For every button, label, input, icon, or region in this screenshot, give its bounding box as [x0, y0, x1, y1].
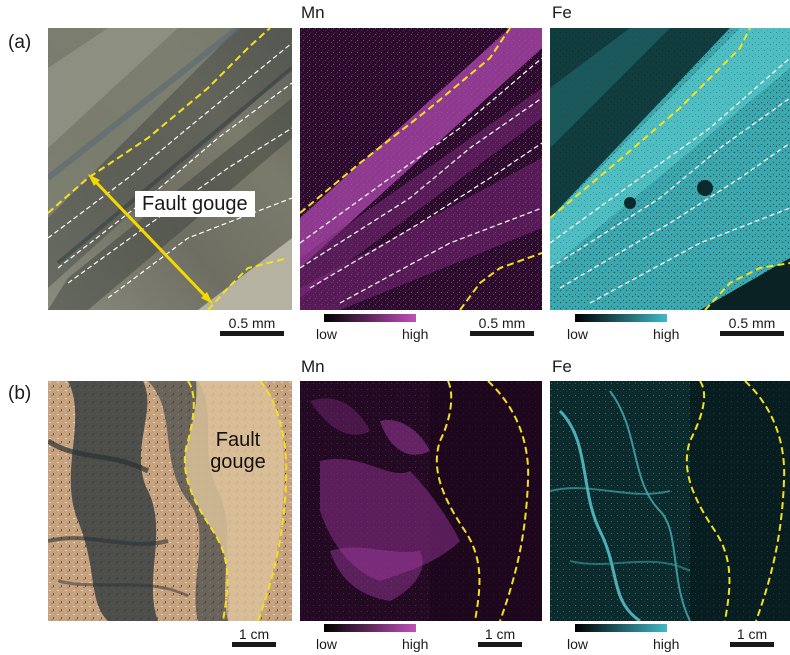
title-b-fe: Fe [552, 357, 572, 376]
scalebar-label: 1 cm [238, 626, 270, 642]
scalebar-a-fe: 0.5 mm [720, 315, 784, 336]
colorbar-b-mn: low high [302, 624, 442, 654]
fault-gouge-label-line2: gouge [210, 451, 266, 473]
colorbar-high-label: high [653, 636, 680, 652]
scalebar-line [220, 331, 284, 336]
scalebar-a-mn: 0.5 mm [470, 315, 534, 336]
colorbar-gradient [324, 314, 416, 322]
colorbar-low-label: low [316, 326, 338, 342]
scalebar-line [478, 642, 522, 647]
scalebar-line [730, 642, 774, 647]
colorbar-gradient [575, 624, 667, 632]
colorbar-high-label: high [402, 636, 429, 652]
row-label-a: (a) [8, 32, 32, 53]
fault-gouge-arrow [91, 177, 210, 301]
photo-a: Fault gouge [48, 28, 292, 310]
scalebar-b-mn: 1 cm [478, 626, 522, 647]
scalebar-line [232, 642, 276, 647]
colorbar-low-label: low [316, 636, 338, 652]
colorbar-gradient [324, 624, 416, 632]
scalebar-b-photo: 1 cm [232, 626, 276, 647]
photo-b: Fault gouge [48, 381, 292, 621]
colorbar-low-label: low [567, 636, 589, 652]
colorbar-a-fe: low high [553, 314, 693, 344]
scalebar-b-fe: 1 cm [730, 626, 774, 647]
scalebar-label: 0.5 mm [728, 315, 776, 331]
colorbar-gradient [575, 314, 667, 322]
colorbar-low-label: low [567, 326, 589, 342]
title-a-mn: Mn [301, 3, 325, 22]
scalebar-line [470, 331, 534, 336]
scalebar-label: 0.5 mm [478, 315, 526, 331]
fe-map-b [550, 381, 790, 621]
scalebar-a-photo: 0.5 mm [220, 315, 284, 336]
mn-map-b [300, 381, 542, 621]
mn-map-a [300, 28, 542, 310]
scalebar-label: 1 cm [484, 626, 516, 642]
fe-map-a [550, 28, 790, 310]
title-a-fe: Fe [552, 3, 572, 22]
colorbar-b-fe: low high [553, 624, 693, 654]
title-b-mn: Mn [301, 357, 325, 376]
fault-gouge-label-line1: Fault [215, 429, 261, 451]
scalebar-line [720, 331, 784, 336]
row-label-b: (b) [8, 383, 32, 404]
fault-gouge-label: Fault gouge [135, 191, 255, 217]
scalebar-label: 1 cm [736, 626, 768, 642]
colorbar-a-mn: low high [302, 314, 442, 344]
colorbar-high-label: high [653, 326, 680, 342]
fault-gouge-label-b: Fault gouge [198, 429, 278, 473]
boundary-line [48, 28, 271, 214]
scalebar-label: 0.5 mm [228, 315, 276, 331]
colorbar-high-label: high [402, 326, 429, 342]
